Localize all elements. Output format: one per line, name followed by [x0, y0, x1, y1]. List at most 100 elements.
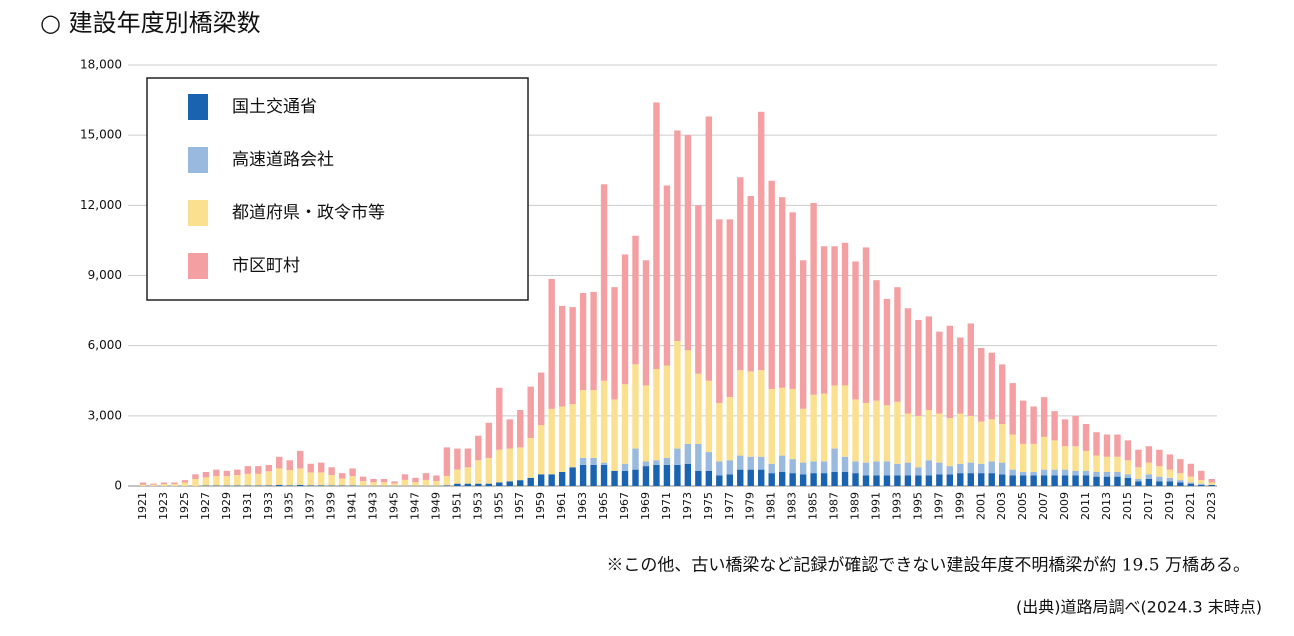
legend-box — [146, 77, 529, 301]
bar-segment — [160, 484, 168, 486]
bar-segment — [642, 461, 650, 467]
legend-label: 都道府県・政令市等 — [232, 203, 385, 223]
bar-segment — [632, 364, 639, 449]
bar-segment — [611, 287, 618, 400]
bar-segment — [789, 212, 796, 389]
bar-segment — [537, 372, 545, 426]
bar-segment — [831, 385, 838, 449]
bar-segment — [841, 456, 849, 472]
bar-segment — [1030, 471, 1037, 476]
bar-segment — [401, 474, 409, 480]
bar-segment — [1114, 476, 1121, 486]
bar-segment — [946, 418, 954, 467]
bar-segment — [653, 102, 660, 370]
x-tick-label: 1981 — [765, 492, 778, 520]
bar-segment — [286, 460, 293, 471]
bar-segment — [192, 478, 199, 486]
y-tick-label: 6,000 — [88, 338, 122, 352]
x-tick-label: 1983 — [786, 492, 799, 520]
bar-segment — [475, 483, 482, 486]
bar-segment — [747, 456, 754, 470]
x-tick-label: 2017 — [1142, 492, 1155, 520]
x-tick-label: 1935 — [283, 492, 296, 520]
bar-segment — [1177, 482, 1184, 486]
bar-segment — [307, 463, 314, 473]
bar-segment — [496, 387, 503, 450]
bar-segment — [841, 385, 849, 457]
bar-segment — [1061, 419, 1069, 447]
bar-segment — [1009, 434, 1016, 470]
bar-segment — [1072, 470, 1079, 476]
bar-segment — [527, 386, 534, 439]
bar-segment — [401, 479, 409, 486]
bar-segment — [454, 448, 461, 470]
bar-segment — [1187, 476, 1195, 483]
bar-segment — [496, 449, 503, 483]
bar-segment — [621, 254, 629, 385]
y-tick-label: 0 — [114, 479, 122, 493]
bar-segment — [799, 474, 807, 486]
x-tick-label: 1959 — [534, 492, 547, 520]
bar-segment — [600, 380, 608, 463]
bar-segment — [810, 461, 817, 474]
bar-segment — [517, 447, 524, 481]
bar-segment — [684, 443, 692, 464]
bar-segment — [1208, 478, 1215, 483]
bar-segment — [1093, 476, 1100, 486]
bar-segment — [317, 472, 325, 486]
bar-segment — [1093, 432, 1100, 456]
x-tick-label: 2005 — [1016, 492, 1029, 520]
bar-segment — [747, 371, 754, 457]
bar-segment — [621, 384, 629, 464]
x-tick-label: 2023 — [1205, 492, 1218, 520]
bar-segment — [789, 473, 796, 486]
bar-segment — [653, 460, 660, 465]
bar-segment — [684, 350, 692, 444]
bar-segment — [768, 180, 775, 389]
bar-segment — [527, 438, 534, 478]
bar-segment — [171, 482, 178, 485]
bar-segment — [988, 419, 995, 462]
bar-segment — [380, 482, 388, 486]
bar-segment — [653, 369, 660, 461]
bar-segment — [1040, 436, 1048, 470]
bar-segment — [1124, 440, 1132, 461]
x-tick-label: 1925 — [178, 492, 191, 520]
bar-segment — [862, 247, 870, 403]
bar-segment — [726, 219, 733, 398]
x-tick-label: 1929 — [220, 492, 233, 520]
bar-segment — [234, 469, 241, 476]
y-tick-label: 3,000 — [88, 408, 122, 422]
bar-segment — [978, 421, 985, 464]
bar-segment — [317, 462, 325, 473]
bar-segment — [883, 461, 891, 476]
bar-segment — [1135, 481, 1142, 486]
bar-segment — [255, 466, 262, 474]
bar-segment — [820, 461, 828, 474]
bar-segment — [202, 477, 210, 486]
legend-label: 国土交通省 — [232, 97, 317, 117]
bar-segment — [737, 455, 744, 470]
bar-segment — [789, 388, 796, 460]
bar-segment — [925, 316, 933, 410]
bar-segment — [391, 481, 398, 484]
bar-segment — [202, 471, 210, 478]
bar-segment — [338, 478, 346, 486]
bar-segment — [957, 337, 964, 414]
bar-segment — [1187, 482, 1195, 484]
bar-segment — [1072, 446, 1079, 471]
bar-segment — [988, 473, 995, 486]
x-tick-label: 1971 — [660, 492, 673, 520]
bar-segment — [925, 475, 933, 486]
bar-segment — [1114, 471, 1121, 477]
bar-segment — [737, 177, 744, 371]
bar-segment — [139, 484, 147, 486]
bar-segment — [967, 323, 974, 416]
bar-segment — [758, 111, 765, 371]
bar-segment — [873, 461, 880, 476]
bar-segment — [558, 305, 566, 407]
bar-segment — [569, 307, 576, 405]
bar-segment — [276, 456, 283, 469]
bar-segment — [611, 399, 618, 471]
